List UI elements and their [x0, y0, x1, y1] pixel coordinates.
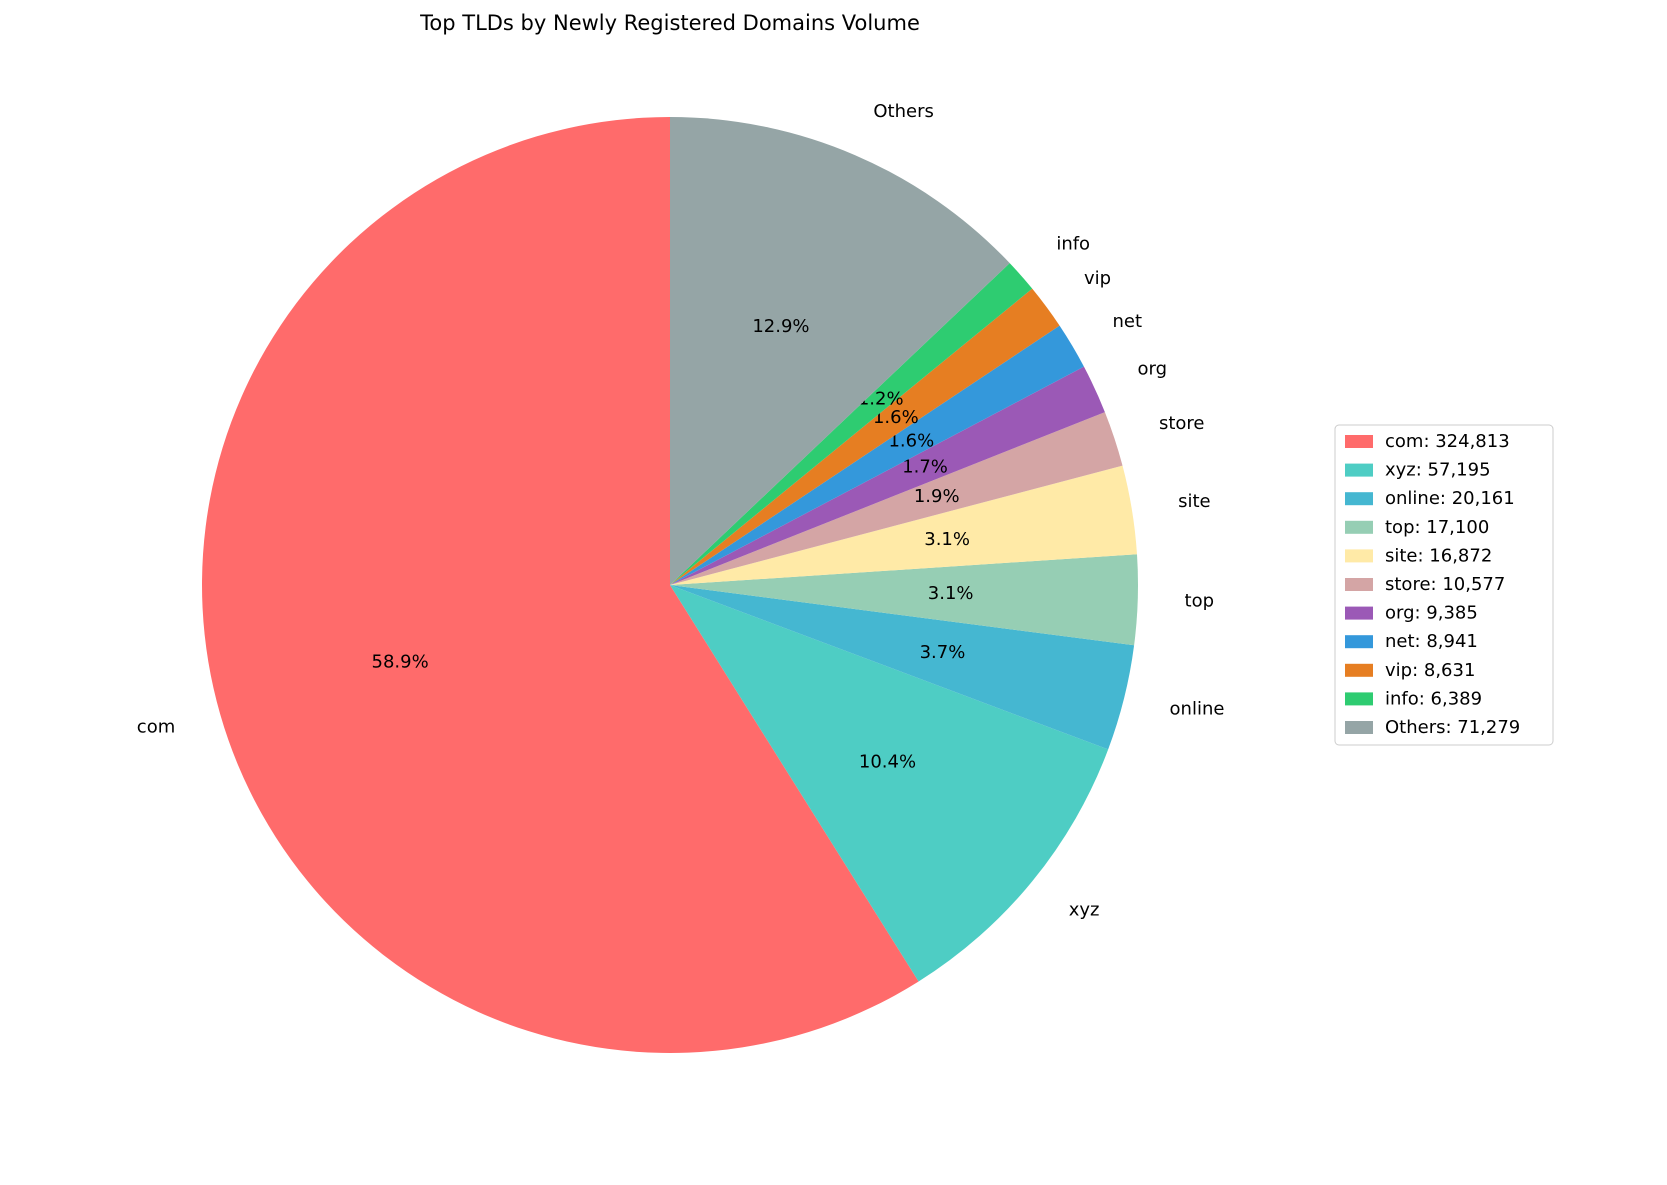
pie-slice	[670, 366, 1105, 585]
legend-swatch	[1345, 520, 1373, 534]
legend-label: com: 324,813	[1385, 431, 1510, 452]
legend-swatch	[1345, 692, 1373, 706]
percent-label: 1.6%	[873, 407, 919, 428]
legend-swatch	[1345, 635, 1373, 649]
pie-slice	[670, 325, 1084, 585]
legend-label: vip: 8,631	[1385, 660, 1475, 681]
legend-swatch	[1345, 463, 1373, 477]
legend-label: top: 17,100	[1385, 517, 1489, 538]
slice-label: net	[1113, 311, 1143, 332]
pie-slice	[670, 465, 1137, 585]
legend-swatch	[1345, 663, 1373, 677]
slice-label: site	[1178, 491, 1211, 512]
percent-label: 10.4%	[859, 752, 916, 773]
legend-label: xyz: 57,195	[1385, 460, 1491, 481]
legend-label: info: 6,389	[1385, 688, 1482, 709]
slice-label: top	[1185, 590, 1215, 611]
legend-swatch	[1345, 549, 1373, 563]
legend-swatch	[1345, 721, 1373, 734]
legend: com: 324,813 xyz: 57,195 online: 20,161 top…	[1334, 424, 1554, 746]
legend-swatch	[1345, 492, 1373, 506]
pie-slice	[670, 117, 1010, 585]
percent-label: 1.9%	[914, 486, 960, 507]
slice-label: com	[137, 716, 175, 737]
percent-label: 1.6%	[888, 431, 934, 452]
pie-slice	[670, 554, 1139, 646]
slice-label: info	[1056, 234, 1090, 255]
slice-label: org	[1138, 358, 1168, 379]
slice-label: store	[1159, 413, 1205, 434]
percent-label: 3.7%	[920, 642, 966, 663]
pie-slice	[202, 117, 919, 1053]
pie-slice	[670, 585, 1135, 750]
pie-slice	[670, 263, 1033, 585]
legend-swatch	[1345, 606, 1373, 620]
slice-label: vip	[1084, 268, 1111, 289]
legend-label: site: 16,872	[1385, 545, 1492, 566]
legend-label: org: 9,385	[1385, 603, 1478, 624]
pie-slice	[670, 585, 1109, 982]
percent-label: 1.7%	[902, 456, 948, 477]
legend-label: net: 8,941	[1385, 631, 1478, 652]
pie-slice	[670, 288, 1060, 585]
slice-label: online	[1170, 698, 1225, 719]
slice-label: Others	[873, 101, 934, 122]
legend-label: store: 10,577	[1385, 574, 1505, 595]
percent-label: 3.1%	[924, 529, 970, 550]
percent-label: 12.9%	[752, 316, 809, 337]
chart-title: Top TLDs by Newly Registered Domains Vol…	[419, 11, 920, 35]
slice-label: xyz	[1069, 900, 1100, 921]
legend-frame	[1334, 424, 1554, 746]
percent-label: 3.1%	[928, 583, 974, 604]
legend-swatch	[1345, 435, 1373, 448]
pie-slice	[670, 412, 1123, 585]
legend-swatch	[1345, 578, 1373, 591]
percent-label: 58.9%	[372, 652, 429, 673]
legend-label: online: 20,161	[1385, 488, 1515, 509]
legend-label: Others: 71,279	[1385, 717, 1520, 738]
